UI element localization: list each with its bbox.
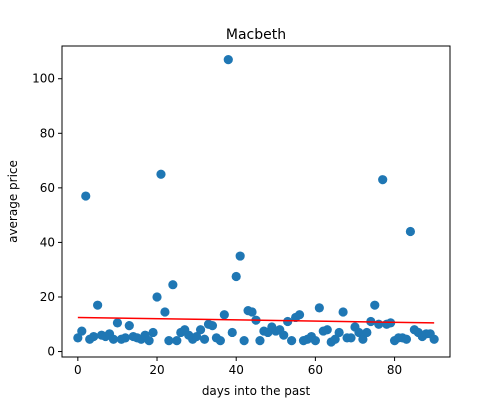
x-tick-label: 80 [387,363,402,377]
data-point [195,325,206,335]
data-point [405,226,416,237]
data-point [172,336,182,346]
data-point [294,310,305,320]
data-point [144,336,154,346]
y-tick-label: 100 [32,72,55,86]
y-axis-title: average price [6,160,20,243]
x-tick-label: 60 [308,363,323,377]
data-point [283,316,293,327]
data-point [112,318,123,328]
data-point [429,334,439,344]
data-point [219,310,229,320]
data-point [215,336,225,346]
data-point [168,280,178,290]
data-point [120,333,130,343]
plot-area [62,46,450,357]
data-point [334,327,344,338]
data-point [223,55,233,65]
data-point [124,321,134,331]
plot-frame [61,45,451,358]
data-point [314,303,324,313]
data-point [93,300,103,310]
data-point [207,321,218,331]
data-point [235,251,245,261]
data-point [77,326,87,336]
data-point [401,334,412,344]
y-tick-label: 20 [40,290,55,304]
y-tick-label: 40 [40,235,55,249]
data-point [330,334,340,344]
data-point [378,175,388,185]
data-point [108,334,119,344]
data-point [227,327,237,338]
data-point [199,334,210,344]
y-tick-label: 80 [40,126,55,140]
data-point [81,191,91,201]
data-point [164,336,174,346]
data-point [255,336,265,346]
x-tick-label: 20 [149,363,164,377]
y-tick-label: 0 [47,345,55,359]
data-point [338,307,348,317]
x-tick-label: 40 [229,363,244,377]
data-point [370,300,380,310]
data-point [346,333,356,343]
data-point [247,307,257,317]
data-point [192,331,202,342]
chart-title: Macbeth [226,27,286,43]
x-tick-label: 0 [74,363,82,377]
data-point [354,327,364,338]
data-point [310,336,320,346]
data-point [287,336,297,346]
data-point [279,330,289,340]
x-axis-title: days into the past [202,384,311,398]
data-point [156,169,166,179]
data-point [89,331,99,342]
data-point [239,336,249,346]
data-marks [73,55,439,347]
data-point [362,327,372,338]
data-point [160,307,170,317]
data-point [148,327,158,338]
data-point [374,319,384,329]
trend-line [77,316,435,324]
data-point [358,334,368,344]
data-point [322,325,332,335]
y-tick-label: 60 [40,181,55,195]
data-point [231,271,241,282]
data-point [152,292,162,302]
data-point [73,333,83,343]
axes: 0 20 40 60 80 0 20 40 60 80 100 [32,45,451,377]
